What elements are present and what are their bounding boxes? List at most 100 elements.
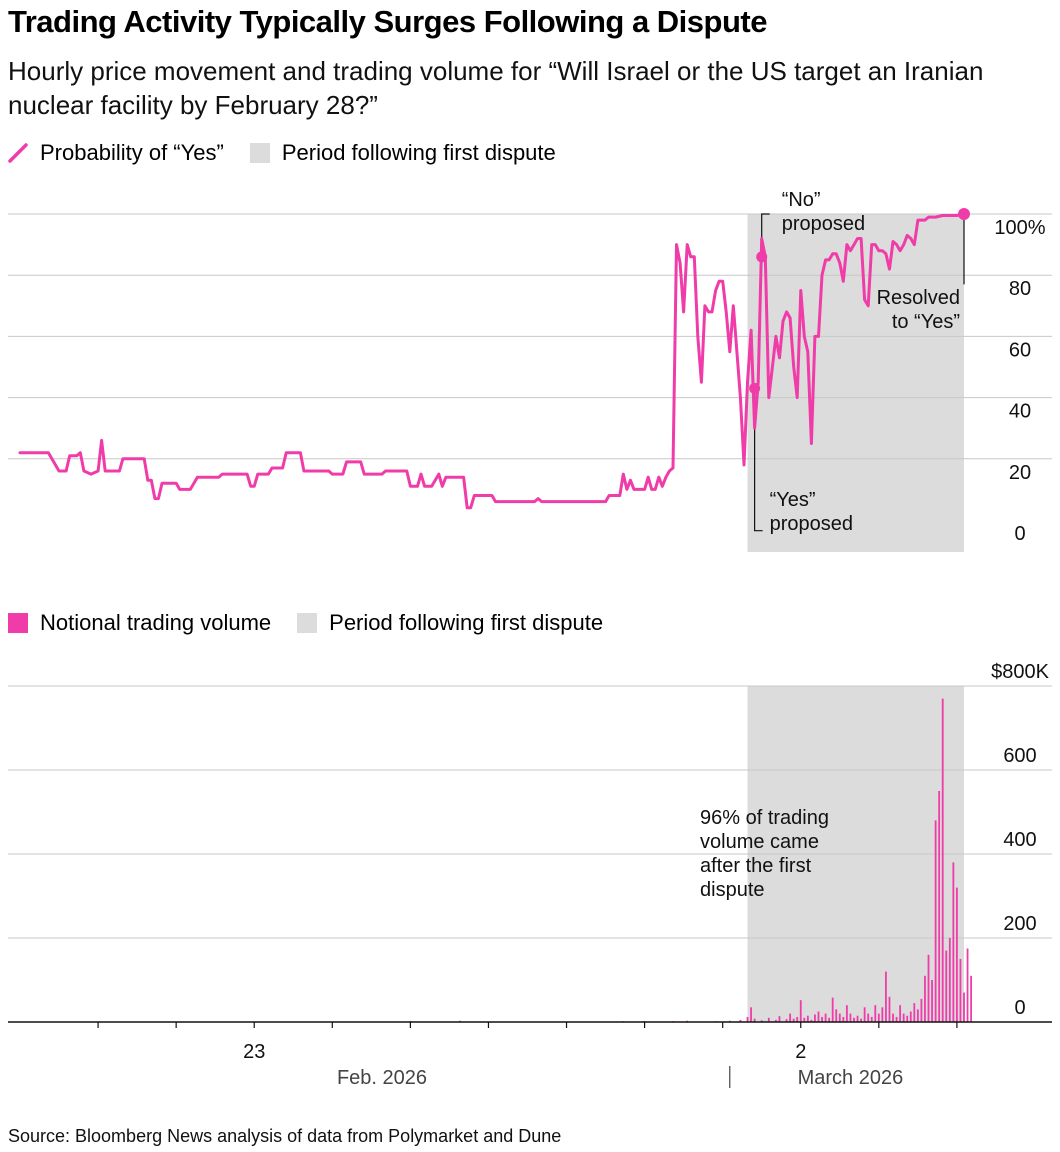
volume-bar (814, 1014, 816, 1022)
y-tick-label: 0 (1014, 997, 1025, 1019)
volume-bar (821, 1016, 823, 1022)
y-tick-label: 60 (1009, 339, 1031, 361)
annotation-no-line2: proposed (782, 213, 865, 235)
legend-top: Probability of “Yes” Period following fi… (8, 140, 582, 166)
annotation-no-line1: “No” (782, 189, 821, 211)
annotation-yes-line1: “Yes” (770, 489, 816, 511)
legend-bottom: Notional trading volume Period following… (8, 610, 629, 636)
volume-bar (824, 1013, 827, 1022)
y-tick-label: 100% (994, 217, 1045, 239)
annotation-volume-line: after the first (700, 855, 812, 877)
y-tick-label: 80 (1009, 278, 1031, 300)
volume-bar (803, 1017, 806, 1022)
volume-bar (952, 862, 955, 1022)
volume-bar (870, 1016, 873, 1022)
volume-bar (860, 1018, 862, 1022)
yes-proposed-marker (749, 382, 761, 394)
annotation-resolved-line2: to “Yes” (892, 311, 960, 333)
volume-bar (888, 996, 891, 1022)
x-tick-label: 2 (795, 1041, 806, 1063)
volume-bar (963, 992, 965, 1022)
volume-bar (817, 1011, 820, 1022)
volume-bar (838, 1013, 841, 1022)
annotation-yes-leader (754, 388, 763, 532)
shade-swatch-icon (297, 613, 318, 633)
volume-bar (913, 1003, 916, 1022)
volume-bar (874, 1005, 877, 1022)
volume-bar (778, 1016, 781, 1022)
volume-bar (892, 1013, 894, 1022)
legend-label-shade-top: Period following first dispute (281, 140, 556, 165)
volume-bar (789, 1013, 792, 1022)
chart-title: Trading Activity Typically Surges Follow… (8, 4, 767, 39)
volume-bar (849, 1013, 852, 1022)
y-tick-label: $800K (991, 661, 1049, 683)
volume-bar (842, 1016, 845, 1022)
no-proposed-marker (756, 251, 768, 263)
volume-bar (941, 698, 944, 1022)
legend-item-shade-bottom: Period following first dispute (297, 610, 603, 636)
y-tick-label: 0 (1014, 523, 1025, 545)
volume-bar (920, 998, 923, 1022)
legend-item-probability: Probability of “Yes” (8, 140, 224, 166)
volume-bar (806, 1015, 809, 1022)
volume-bar (881, 1007, 884, 1022)
volume-bar (863, 1007, 866, 1022)
volume-bar (792, 1018, 795, 1022)
volume-bar (966, 948, 969, 1022)
volume-bar (775, 1019, 777, 1022)
probability-line (18, 212, 966, 510)
legend-label-volume: Notional trading volume (40, 610, 272, 635)
volume-bar (945, 950, 948, 1022)
annotation-volume-line: dispute (700, 879, 765, 901)
volume-bar (885, 971, 887, 1022)
volume-bar (753, 1018, 756, 1022)
volume-bar (799, 1000, 802, 1022)
volume-bar (867, 1013, 870, 1022)
volume-bar (750, 1007, 752, 1022)
legend-item-volume: Notional trading volume (8, 610, 271, 636)
month-label: Feb. 2026 (337, 1067, 427, 1089)
x-tick-label: 23 (243, 1041, 265, 1063)
y-tick-label: 400 (1003, 829, 1036, 851)
annotation-volume-line: 96% of trading (700, 807, 829, 829)
y-tick-label: 200 (1003, 913, 1036, 935)
volume-bar (959, 959, 962, 1022)
volume-bar (796, 1016, 799, 1022)
volume-bar (831, 997, 834, 1022)
volume-bar (916, 1009, 919, 1022)
annotation-resolved-line1: Resolved (877, 287, 960, 309)
volume-bar (909, 1011, 912, 1022)
probability-line-chart: 020406080100%“No”proposed“Yes”proposedRe… (8, 189, 1052, 552)
volume-bar (934, 820, 937, 1022)
volume-bar (970, 975, 972, 1022)
volume-bar (899, 1005, 902, 1022)
volume-bar (746, 1016, 749, 1022)
y-tick-label: 40 (1009, 401, 1031, 423)
legend-label-probability: Probability of “Yes” (40, 140, 224, 165)
volume-bar (895, 1016, 898, 1022)
volume-bar (856, 1015, 859, 1022)
month-label: March 2026 (798, 1067, 904, 1089)
volume-bar (931, 980, 933, 1022)
y-tick-label: 20 (1009, 462, 1031, 484)
volume-bar (835, 1009, 838, 1022)
volume-bar (956, 887, 958, 1022)
y-tick-label: 600 (1003, 745, 1036, 767)
volume-bar (739, 1019, 742, 1022)
shade-swatch-icon (249, 143, 270, 163)
volume-bar (927, 954, 930, 1022)
volume-bar (785, 1019, 788, 1022)
volume-bar (845, 1005, 848, 1022)
volume-bar (760, 1020, 763, 1022)
chart-subtitle: Hourly price movement and trading volume… (8, 56, 984, 120)
volume-bar (924, 975, 926, 1022)
source-note: Source: Bloomberg News analysis of data … (8, 1126, 562, 1146)
bar-swatch-icon (8, 613, 28, 633)
volume-bar (902, 1013, 905, 1022)
resolved-marker (958, 208, 970, 220)
volume-bar (828, 1017, 831, 1022)
dispute-period-shade (747, 214, 964, 552)
annotation-volume-line: volume came (700, 831, 819, 853)
